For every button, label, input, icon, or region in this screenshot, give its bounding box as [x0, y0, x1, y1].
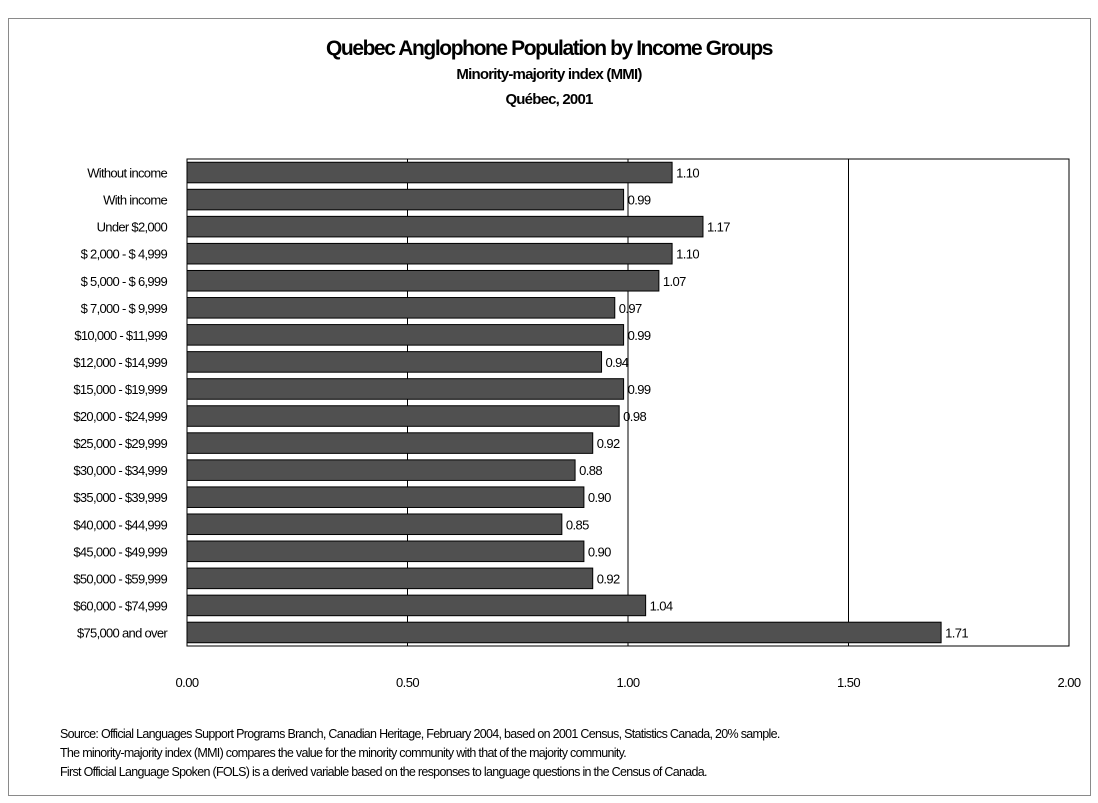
x-tick-label: 0.00 — [176, 675, 199, 690]
bar — [186, 161, 673, 184]
data-label: 0.90 — [588, 490, 611, 505]
bar — [186, 188, 625, 211]
bar — [186, 621, 942, 644]
bar — [186, 486, 585, 508]
data-label: 0.85 — [566, 517, 589, 532]
fols-note: First Official Language Spoken (FOLS) is… — [60, 765, 707, 779]
bar — [186, 242, 673, 265]
bar — [186, 567, 594, 590]
category-label: $ 5,000 - $ 6,999 — [81, 274, 168, 289]
bar — [186, 215, 704, 238]
category-label: $25,000 - $29,999 — [73, 436, 167, 451]
data-label: 1.71 — [945, 625, 968, 640]
x-tick-label: 1.00 — [617, 675, 640, 690]
bar — [186, 297, 616, 319]
data-label: 1.17 — [707, 220, 730, 235]
category-label: $30,000 - $34,999 — [73, 463, 167, 478]
category-label: $10,000 - $11,999 — [74, 328, 167, 343]
data-label: 0.92 — [597, 571, 620, 586]
chart-subtitle-location-year: Québec, 2001 — [505, 91, 593, 108]
category-label: With income — [103, 193, 167, 208]
data-label: 0.92 — [597, 436, 620, 451]
data-label: 0.88 — [579, 463, 602, 478]
category-label: $50,000 - $59,999 — [73, 571, 167, 586]
chart-title: Quebec Anglophone Population by Income G… — [325, 37, 773, 60]
category-label: $ 7,000 - $ 9,999 — [81, 301, 168, 316]
category-label: $15,000 - $19,999 — [73, 382, 167, 397]
data-label: 0.99 — [628, 193, 651, 208]
data-label: 0.94 — [606, 355, 629, 370]
x-tick-label: 1.50 — [837, 675, 860, 690]
category-label: $ 2,000 - $ 4,999 — [81, 247, 168, 262]
data-label: 0.98 — [623, 409, 646, 424]
category-label: $12,000 - $14,999 — [73, 355, 167, 370]
data-label: 0.90 — [588, 544, 611, 559]
bar — [186, 269, 660, 292]
bar — [186, 351, 603, 373]
bar — [186, 459, 576, 481]
data-label: 1.10 — [676, 247, 699, 262]
bar — [186, 513, 563, 536]
data-label: 1.10 — [676, 166, 699, 181]
data-label: 1.07 — [663, 274, 686, 289]
bar — [186, 324, 625, 346]
bar — [186, 594, 647, 617]
source-notes: Source: Official Languages Support Progr… — [60, 725, 780, 782]
category-label: $20,000 - $24,999 — [73, 409, 167, 424]
category-label: $40,000 - $44,999 — [73, 517, 167, 532]
source-note: Source: Official Languages Support Progr… — [60, 727, 780, 741]
category-label: $35,000 - $39,999 — [73, 490, 167, 505]
bar — [186, 405, 620, 427]
data-label: 1.04 — [650, 598, 673, 613]
category-label: Under $2,000 — [97, 220, 168, 235]
category-label: $45,000 - $49,999 — [73, 544, 167, 559]
x-tick-label: 2.00 — [1058, 675, 1081, 690]
category-label: $75,000 and over — [77, 625, 168, 640]
category-label: Without income — [87, 166, 167, 181]
bar — [186, 432, 594, 454]
bar — [186, 378, 625, 400]
data-label: 0.97 — [619, 301, 642, 316]
data-label: 0.99 — [628, 382, 651, 397]
chart-subtitle: Minority-majority index (MMI) — [456, 66, 642, 83]
x-tick-label: 0.50 — [396, 675, 419, 690]
bar — [186, 540, 585, 563]
category-label: $60,000 - $74,999 — [73, 598, 167, 613]
data-label: 0.99 — [628, 328, 651, 343]
mmi-note: The minority-majority index (MMI) compar… — [60, 746, 627, 760]
